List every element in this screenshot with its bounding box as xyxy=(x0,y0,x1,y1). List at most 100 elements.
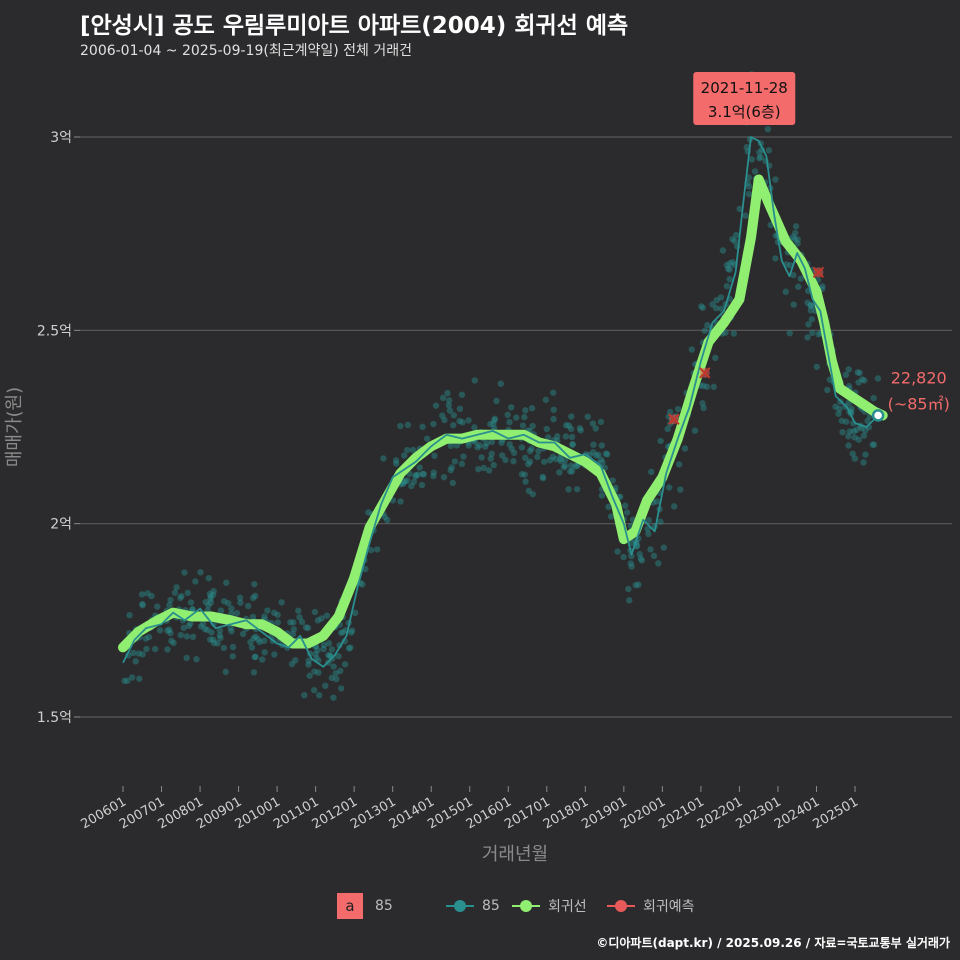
scatter-point xyxy=(855,379,862,386)
scatter-point xyxy=(404,421,412,429)
scatter-point xyxy=(670,503,678,510)
scatter-point xyxy=(529,422,536,430)
scatter-point xyxy=(233,609,241,617)
scatter-point xyxy=(248,644,256,651)
scatter-point xyxy=(856,369,863,377)
scatter-point xyxy=(271,651,278,658)
scatter-point xyxy=(602,450,610,457)
scatter-point xyxy=(703,383,711,390)
scatter-point xyxy=(444,389,451,397)
scatter-point xyxy=(701,327,708,334)
scatter-point xyxy=(567,468,574,475)
scatter-point xyxy=(870,394,877,402)
y-tick-labels: 1.5억 2억 2.5억 3억 xyxy=(37,130,72,726)
scatter-point xyxy=(862,427,869,434)
scatter-point xyxy=(645,517,652,524)
scatter-point xyxy=(130,649,137,657)
scatter-point xyxy=(178,592,185,600)
scatter-point xyxy=(657,518,664,525)
scatter-point xyxy=(725,265,732,272)
scatter-point xyxy=(504,411,511,419)
scatter-point xyxy=(638,557,646,564)
scatter-point xyxy=(849,450,856,457)
scatter-point xyxy=(742,212,749,219)
scatter-point xyxy=(337,667,344,675)
scatter-point xyxy=(522,407,529,414)
scatter-point xyxy=(301,691,308,699)
scatter-point xyxy=(712,354,719,362)
scatter-point xyxy=(129,674,136,681)
scatter-point xyxy=(152,645,159,653)
scatter-point xyxy=(249,613,257,621)
scatter-point xyxy=(456,405,464,412)
scatter-point xyxy=(507,404,515,411)
scatter-point xyxy=(605,503,612,511)
scatter-point xyxy=(522,478,529,485)
scatter-point xyxy=(459,419,466,426)
scatter-point xyxy=(347,629,355,636)
scatter-point xyxy=(289,630,297,638)
scatter-point xyxy=(126,611,133,619)
scatter-point xyxy=(418,481,426,489)
scatter-point xyxy=(853,426,860,434)
scatter-point xyxy=(315,669,322,676)
scatter-point xyxy=(506,418,513,426)
scatter-point xyxy=(529,490,536,498)
scatter-point xyxy=(251,580,258,588)
scatter-point xyxy=(743,143,750,151)
scatter-point xyxy=(525,487,533,495)
scatter-point xyxy=(250,635,257,642)
scatter-point xyxy=(590,441,597,448)
scatter-point xyxy=(409,446,417,454)
y-tick-label: 2.5억 xyxy=(37,323,72,339)
legend-fill-key: a xyxy=(337,893,363,919)
scatter-point xyxy=(302,624,310,631)
scatter-point xyxy=(519,422,527,429)
scatter-point xyxy=(251,592,259,600)
scatter-point xyxy=(465,417,472,424)
scatter-point xyxy=(569,441,576,448)
scatter-point xyxy=(381,513,388,521)
scatter-point xyxy=(573,462,581,470)
scatter-point xyxy=(832,403,839,410)
y-tick-label: 3억 xyxy=(50,130,72,146)
scatter-point xyxy=(677,486,684,493)
scatter-point xyxy=(287,619,294,626)
scatter-point xyxy=(845,433,852,440)
scatter-point xyxy=(851,455,859,462)
scatter-point xyxy=(628,563,635,570)
scatter-point xyxy=(274,619,282,626)
scatter-point xyxy=(620,553,627,561)
scatter-point xyxy=(325,640,333,647)
scatter-point xyxy=(180,624,187,632)
scatter-point xyxy=(862,451,869,458)
scatter-point xyxy=(592,425,599,432)
scatter-point xyxy=(320,645,327,653)
scatter-point xyxy=(729,258,736,266)
scatter-point xyxy=(204,626,211,634)
scatter-point xyxy=(815,331,822,338)
scatter-point xyxy=(764,125,772,133)
scatter-point xyxy=(562,422,570,429)
scatter-point xyxy=(450,422,457,429)
scatter-point xyxy=(635,581,642,588)
scatter-point xyxy=(614,548,621,555)
scatter-point xyxy=(339,628,347,636)
scatter-point xyxy=(450,412,458,419)
legend-key-regression xyxy=(512,896,540,916)
scatter-point xyxy=(807,301,815,309)
scatter-point xyxy=(220,598,228,605)
scatter-point xyxy=(445,397,453,404)
scatter-point xyxy=(627,560,634,567)
scatter-point xyxy=(562,433,569,440)
scatter-point xyxy=(730,330,738,337)
scatter-point xyxy=(313,654,320,662)
scatter-point xyxy=(874,375,882,382)
scatter-point xyxy=(207,595,214,603)
scatter-point xyxy=(513,414,520,421)
scatter-point xyxy=(214,640,221,647)
scatter-point xyxy=(648,468,655,476)
scatter-point xyxy=(568,413,575,420)
scatter-point xyxy=(347,644,354,651)
scatter-point xyxy=(650,552,658,560)
